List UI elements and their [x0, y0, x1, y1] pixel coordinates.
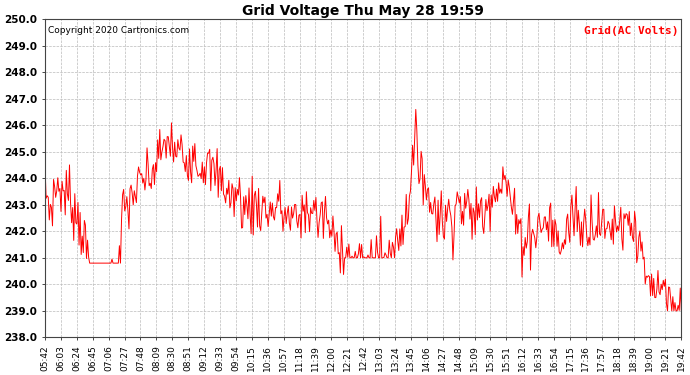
Title: Grid Voltage Thu May 28 19:59: Grid Voltage Thu May 28 19:59 — [242, 4, 484, 18]
Text: Copyright 2020 Cartronics.com: Copyright 2020 Cartronics.com — [48, 26, 189, 35]
Text: Grid(AC Volts): Grid(AC Volts) — [584, 26, 678, 36]
